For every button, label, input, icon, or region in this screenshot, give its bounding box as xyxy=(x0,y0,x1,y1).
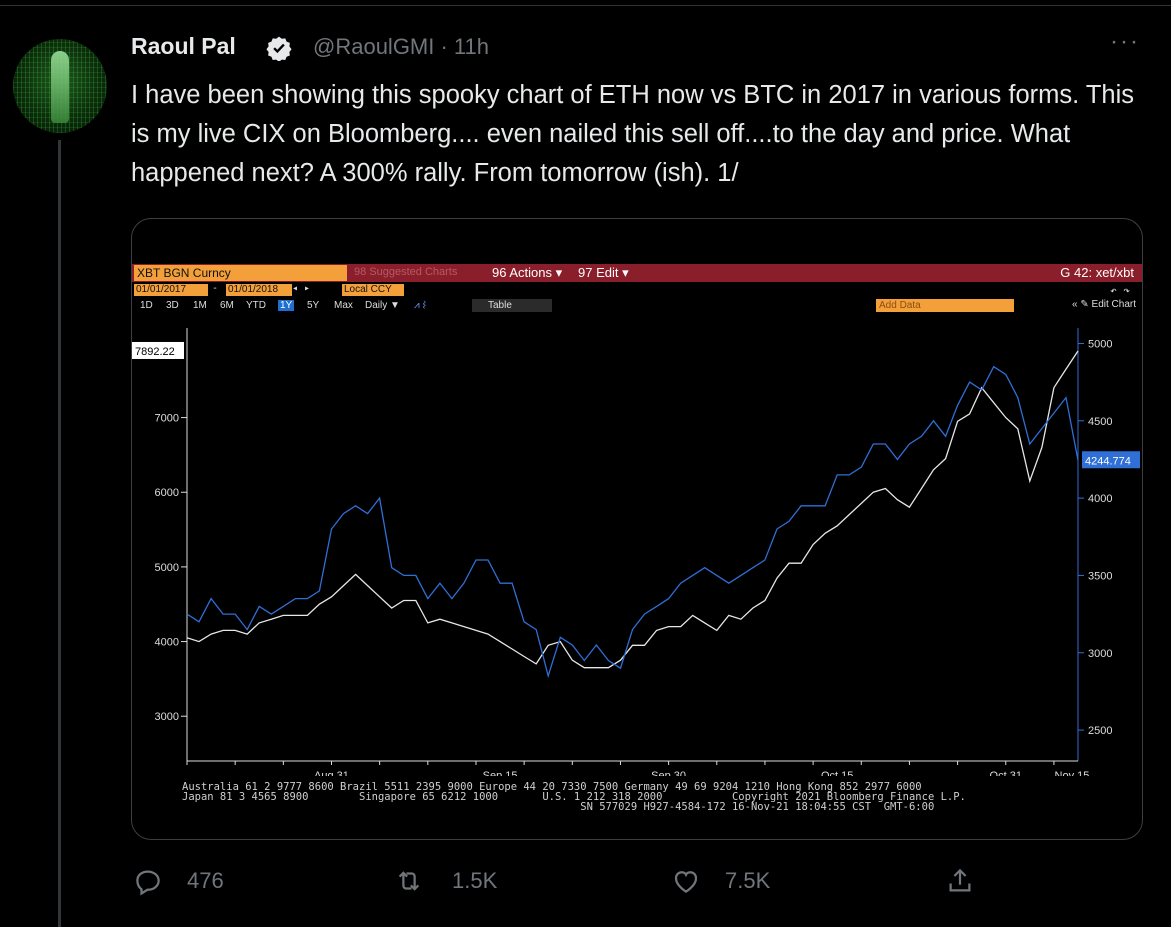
x-tick-label: Oct 15 xyxy=(821,770,853,776)
right-tick-label: 4500 xyxy=(1088,416,1112,428)
left-last-value: 7892.22 xyxy=(135,346,175,358)
bbg-date-to: 01/01/2018 xyxy=(226,284,292,296)
bbg-date-bar: 01/01/2017 - 01/01/2018 ◂ ▸ Local CCY ↶ … xyxy=(132,283,1142,297)
tweet-text: I have been showing this spooky chart of… xyxy=(131,81,1134,187)
x-tick-label: Sep 15 xyxy=(483,770,518,776)
right-last-value-box xyxy=(1082,451,1140,469)
bbg-frequency: Daily ▼ xyxy=(365,300,400,311)
bbg-range-bar: 1D 3D 1M 6M YTD 1Y 5Y Max Daily ▼ ⩘ ⌇ Ta… xyxy=(132,298,1142,313)
bbg-footer-line1: Australia 61 2 9777 8600 Brazil 5511 239… xyxy=(182,781,922,793)
left-tick-label: 5000 xyxy=(155,562,179,574)
right-tick-label: 2500 xyxy=(1088,725,1112,737)
left-last-value-box xyxy=(132,341,184,359)
bbg-range-5y: 5Y xyxy=(307,300,320,311)
bbg-header-bar: XBT BGN Curncy 98 Suggested Charts 96 Ac… xyxy=(132,264,1142,282)
bbg-undo-icon: ↶ ↷ xyxy=(1110,284,1130,297)
author-name[interactable]: Raoul Pal xyxy=(131,33,236,59)
author-handle-time[interactable]: @RaoulGMI · 11h xyxy=(313,34,489,59)
like-button[interactable]: 7.5K xyxy=(671,866,770,896)
thread-line xyxy=(58,140,61,927)
right-last-value: 4244.774 xyxy=(1085,455,1131,467)
retweet-icon xyxy=(398,871,420,891)
like-count: 7.5K xyxy=(725,868,771,893)
right-tick-label: 4000 xyxy=(1088,493,1112,505)
bbg-date-from: 01/01/2017 xyxy=(134,284,208,296)
bbg-range-ytd: YTD xyxy=(246,300,266,311)
eth-series-line xyxy=(186,365,1079,679)
share-button[interactable] xyxy=(945,866,975,896)
x-tick-label: Sep 30 xyxy=(651,770,686,776)
tweet-media-image[interactable]: XBT BGN Curncy 98 Suggested Charts 96 Ac… xyxy=(131,218,1143,840)
share-icon xyxy=(949,868,971,892)
bbg-currency: Local CCY xyxy=(342,284,404,296)
top-divider xyxy=(0,5,1171,6)
bbg-ticker: XBT BGN Curncy xyxy=(134,265,347,281)
bbg-add-data: Add Data xyxy=(876,299,1014,312)
author-avatar[interactable] xyxy=(13,39,107,133)
price-chart: 3000 4000 5000 6000 7000 2500 3000 3500 4000 4500… xyxy=(132,328,1140,776)
bbg-gcode: G 42: xet/xbt xyxy=(1060,265,1134,280)
left-tick-label: 4000 xyxy=(155,637,179,649)
bbg-table-button: Table xyxy=(472,299,552,312)
retweet-count: 1.5K xyxy=(452,868,498,893)
x-tick-label: Nov 15 xyxy=(1055,770,1090,776)
right-tick-label: 3500 xyxy=(1088,570,1112,582)
btc-series-line xyxy=(186,350,1079,669)
left-tick-label: 7000 xyxy=(155,413,179,425)
bbg-range-1m: 1M xyxy=(193,300,207,311)
bbg-range-1y: 1Y xyxy=(278,300,295,311)
bbg-edit-menu: 97 Edit ▾ xyxy=(578,265,629,280)
x-tick-label: Oct 31 xyxy=(990,770,1022,776)
reply-count: 476 xyxy=(187,868,224,893)
right-tick-label: 3000 xyxy=(1088,648,1112,660)
left-tick-label: 3000 xyxy=(155,711,179,723)
left-tick-label: 6000 xyxy=(155,487,179,499)
reply-button[interactable]: 476 xyxy=(133,866,224,896)
bbg-range-1d: 1D xyxy=(140,300,153,311)
bbg-footer-line2: Japan 81 3 4565 8900 Singapore 65 6212 1… xyxy=(182,791,966,803)
more-options-icon[interactable]: ··· xyxy=(1110,28,1140,55)
bbg-actions-menu: 96 Actions ▾ xyxy=(492,265,563,280)
verified-badge-icon xyxy=(266,36,292,61)
bbg-footer: Australia 61 2 9777 8600 Brazil 5511 239… xyxy=(182,781,966,813)
bbg-range-max: Max xyxy=(334,300,353,311)
heart-icon xyxy=(674,871,698,893)
bbg-edit-chart: « ✎ Edit Chart xyxy=(1072,299,1136,310)
bbg-range-3d: 3D xyxy=(166,300,179,311)
x-tick-label: Aug 31 xyxy=(314,770,349,776)
bloomberg-chart-screenshot: XBT BGN Curncy 98 Suggested Charts 96 Ac… xyxy=(132,264,1142,839)
retweet-button[interactable]: 1.5K xyxy=(394,866,497,896)
bbg-footer-line3: SN 577029 H927-4584-172 16-Nov-21 18:04:… xyxy=(182,801,935,813)
bbg-line-chart-icon: ⩘ ⌇ xyxy=(414,300,427,311)
bbg-range-6m: 6M xyxy=(220,300,234,311)
bbg-nav-arrows-icon: ◂ ▸ xyxy=(292,283,311,294)
reply-icon xyxy=(136,870,160,896)
bbg-suggested-charts: 98 Suggested Charts xyxy=(354,266,458,278)
right-tick-label: 5000 xyxy=(1088,338,1112,350)
